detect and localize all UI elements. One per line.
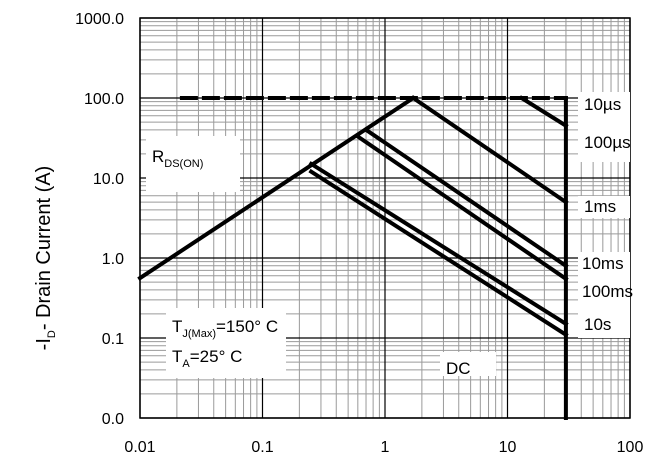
x-tick-labels: 0.01 0.1 1 10 100 (124, 439, 643, 456)
label-background (146, 136, 240, 192)
tj-max-annotation: TJ(Max)=150° C (172, 317, 278, 340)
label-background (440, 352, 496, 376)
series-group (137, 95, 569, 420)
series-line-3 (410, 95, 569, 205)
y-tick-label: 0.1 (102, 331, 124, 348)
ta-annotation: TA=25° C (172, 347, 242, 370)
rds-on-annotation: RDS(ON) (152, 147, 203, 170)
curve-label-10us: 10µs (584, 95, 621, 114)
x-tick-label: 10 (499, 439, 517, 456)
y-tick-label: 1.0 (102, 251, 124, 268)
series-line-7 (308, 168, 569, 338)
y-tick-label: 10.0 (93, 171, 124, 188)
y-tick-labels: 0.0 0.1 1.0 10.0 100.0 1000.0 (75, 11, 124, 428)
series-line-4 (363, 127, 569, 269)
series-line-0 (137, 95, 416, 281)
curve-label-1ms: 1ms (584, 197, 616, 216)
label-background (578, 252, 630, 338)
curve-label-dc: DC (446, 359, 471, 378)
curve-label-10s: 10s (584, 315, 611, 334)
curve-label-10ms: 10ms (582, 254, 624, 273)
series-line-5 (355, 133, 569, 282)
label-backgrounds (146, 92, 630, 378)
curve-label-100us: 100µs (584, 133, 631, 152)
label-background (578, 92, 630, 162)
y-tick-label: 100.0 (84, 91, 124, 108)
label-background (578, 196, 630, 218)
curve-label-100ms: 100ms (582, 282, 633, 301)
x-tick-label: 100 (617, 439, 644, 456)
series-line-2 (518, 95, 569, 129)
label-background (166, 308, 286, 378)
x-tick-label: 0.01 (124, 439, 155, 456)
series-line-6 (308, 161, 569, 327)
x-tick-label: 1 (381, 439, 390, 456)
y-tick-label: 0.0 (102, 411, 124, 428)
x-tick-label: 0.1 (251, 439, 273, 456)
y-tick-label: 1000.0 (75, 11, 124, 28)
y-axis-label: -ID- Drain Current (A) (33, 166, 58, 351)
